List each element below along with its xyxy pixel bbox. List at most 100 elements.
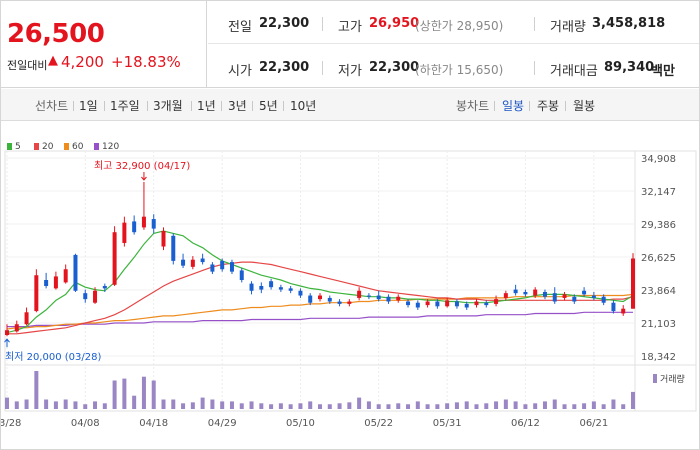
open-label: 시가 — [228, 64, 252, 79]
candle-body — [572, 296, 577, 302]
volume-bar — [454, 402, 459, 409]
candle-body — [53, 276, 58, 289]
period-10y-button[interactable]: 10년 — [290, 99, 317, 113]
volume-bar — [102, 403, 107, 409]
change-percent: +18.83% — [111, 53, 181, 71]
low-label: 저가 — [338, 64, 362, 79]
candle-body — [151, 219, 156, 229]
volume-bar — [533, 403, 538, 409]
volume-bar — [269, 404, 274, 409]
volume-bar — [93, 401, 98, 409]
lower-limit: (하한가 15,650) — [415, 63, 504, 77]
period-1y-button[interactable]: 1년 — [197, 99, 216, 113]
period-5y-button[interactable]: 5년 — [259, 99, 278, 113]
period-weekly-button[interactable]: 주봉 — [537, 99, 560, 113]
x-tick-label: 03/28 — [1, 418, 21, 429]
divider — [221, 101, 222, 111]
x-tick-label: 06/12 — [511, 418, 540, 429]
volume-bar — [132, 395, 137, 409]
candle-body — [464, 303, 469, 308]
volume-bar — [171, 399, 176, 409]
y-tick-label: 18,342 — [641, 352, 676, 363]
volume-bar — [24, 399, 29, 409]
divider — [191, 101, 192, 111]
candle-body — [337, 301, 342, 304]
volume-bar — [601, 404, 606, 409]
volume-bar — [122, 378, 127, 409]
candle-body — [220, 260, 225, 270]
divider — [73, 101, 74, 111]
volume-bar — [494, 401, 499, 409]
divider — [494, 101, 495, 111]
candle-body — [318, 295, 322, 300]
volume-bar — [552, 399, 557, 409]
period-1d-button[interactable]: 1일 — [79, 99, 98, 113]
candle-body — [415, 302, 420, 308]
candle-body — [249, 283, 254, 291]
candle-body — [435, 301, 440, 307]
open-value: 22,300 — [259, 60, 310, 75]
y-tick-label: 26,625 — [641, 253, 676, 264]
period-1w-button[interactable]: 1주일 — [110, 99, 140, 113]
volume-bar — [591, 401, 596, 409]
candle-body — [513, 289, 518, 294]
candle-body — [34, 275, 39, 312]
volume-bar — [347, 402, 352, 409]
x-tick-label: 06/21 — [579, 418, 608, 429]
price-panel-frame — [4, 150, 697, 366]
candle-body — [132, 221, 137, 233]
candle-body — [591, 295, 596, 298]
legend-ma120: 120 — [94, 142, 119, 152]
divider — [252, 101, 253, 111]
candle-body — [503, 293, 508, 298]
up-arrow-icon: ▲ — [48, 53, 58, 68]
candle-body — [347, 301, 352, 304]
legend-ma5-label: 5 — [15, 142, 21, 152]
volume-bar — [562, 404, 567, 409]
x-tick-label: 04/18 — [139, 418, 168, 429]
period-monthly-button[interactable]: 월봉 — [573, 99, 596, 113]
candle-body — [93, 290, 98, 303]
candle-body — [190, 259, 195, 267]
legend-ma20-label: 20 — [42, 142, 54, 152]
period-daily-button[interactable]: 일봉 — [502, 99, 525, 113]
volume-bar — [572, 404, 577, 409]
candle-body — [112, 232, 117, 285]
candle-body — [308, 295, 313, 303]
current-price-box: 26,500 전일대비 ▲ 4,200 +18.83% — [1, 1, 207, 88]
x-tick-label: 05/22 — [364, 418, 393, 429]
series-line-ma5 — [6, 230, 634, 334]
volume-bar — [357, 397, 362, 409]
volume-bar — [151, 380, 156, 409]
candle-body — [445, 300, 450, 307]
x-tick-label: 04/29 — [208, 418, 237, 429]
volume-bar — [259, 403, 264, 409]
volume-bar — [337, 403, 342, 409]
candle-body — [269, 281, 274, 288]
volume-bar — [542, 401, 547, 409]
legend-ma60-label: 60 — [72, 142, 84, 152]
volume-bar — [112, 380, 117, 409]
y-tick-label: 21,103 — [641, 319, 676, 330]
candle-body — [621, 308, 626, 314]
candle-body — [523, 291, 528, 295]
candle-body — [83, 293, 88, 300]
volume-bar — [200, 397, 205, 409]
candle-body — [24, 312, 29, 325]
volume-bar — [14, 401, 19, 409]
volume-legend-swatch — [653, 374, 657, 383]
volume-bar — [141, 376, 146, 409]
period-3m-button[interactable]: 3개월 — [153, 99, 183, 113]
candle-body — [562, 294, 567, 298]
volume-bar — [318, 404, 322, 409]
period-3y-button[interactable]: 3년 — [228, 99, 247, 113]
candle-body — [259, 285, 264, 290]
legend-swatch — [94, 143, 99, 150]
volume-value: 3,458,818 — [592, 16, 666, 31]
volume-bar — [513, 401, 518, 409]
line-chart-label: 선차트 — [35, 99, 69, 113]
divider — [534, 17, 535, 31]
volume-bar — [611, 399, 616, 409]
candle-body — [357, 290, 362, 298]
